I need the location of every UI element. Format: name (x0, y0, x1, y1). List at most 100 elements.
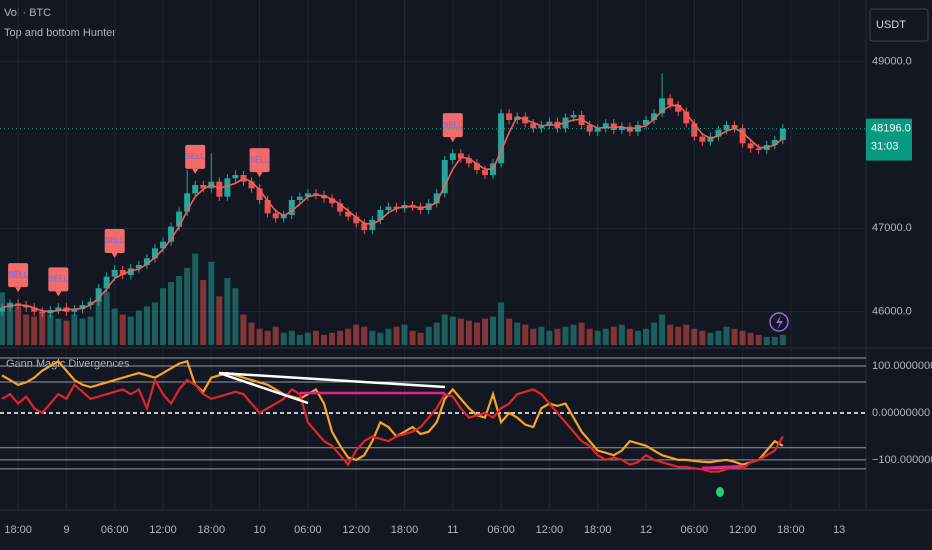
candle-body (192, 185, 199, 194)
volume-bar (659, 314, 666, 345)
signal-box (442, 113, 463, 138)
candle-body (345, 211, 352, 217)
volume-bar (779, 334, 786, 345)
candle-body (457, 153, 464, 159)
candle-body (594, 128, 601, 132)
x-tick-label: 12:00 (342, 524, 370, 536)
volume-bar (296, 334, 303, 345)
candle-body (441, 160, 448, 194)
volume-bar (345, 328, 352, 345)
signal-box (48, 267, 69, 292)
volume-bar (143, 306, 150, 345)
volume-bar (304, 332, 311, 345)
candle-body (393, 206, 400, 209)
volume-bar (473, 322, 480, 345)
candle-body (264, 200, 271, 214)
volume-bar (151, 302, 158, 345)
volume-bar (272, 326, 279, 345)
candle-body (699, 136, 706, 142)
candle-body (103, 276, 110, 289)
volume-bar (506, 318, 513, 345)
x-tick-label: 11 (447, 524, 458, 536)
candle-body (39, 311, 46, 314)
volume-bar (731, 328, 738, 345)
x-tick-label: 18:00 (4, 524, 32, 536)
candle-body (683, 111, 690, 124)
volume-bar (691, 328, 698, 345)
candle-body (143, 258, 150, 265)
volume-bar (723, 326, 730, 345)
candle-body (618, 126, 625, 130)
signal-box (249, 148, 270, 173)
volume-bar (755, 334, 762, 345)
x-tick-label: 12:00 (536, 524, 564, 536)
volume-bar (683, 324, 690, 345)
volume-bar (747, 332, 754, 345)
signal-box (8, 263, 29, 288)
candle-body (200, 185, 207, 189)
sell-signal: SELL (185, 152, 205, 161)
volume-bar (224, 278, 231, 345)
volume-bar (176, 276, 183, 345)
divergence-line (218, 371, 446, 389)
event-icon[interactable] (769, 312, 789, 332)
volume-bar (312, 330, 319, 345)
candle-body (329, 198, 336, 204)
currency-box[interactable] (869, 8, 929, 42)
volume-bar (449, 316, 456, 345)
candle-body (723, 125, 730, 130)
candle-body (168, 226, 175, 242)
volume-bar (490, 316, 497, 345)
volume-bar (618, 324, 625, 345)
volume-bar (0, 292, 5, 345)
volume-bar (643, 328, 649, 345)
volume-bar (200, 280, 207, 345)
candle-body (667, 98, 674, 105)
volume-bar (707, 332, 714, 345)
moving-average (1, 104, 784, 313)
candle-body (659, 98, 666, 114)
x-tick-label: 12:00 (729, 524, 757, 536)
candle-body (755, 148, 762, 150)
signal-pointer (55, 291, 62, 297)
candle-body (691, 123, 698, 137)
candle-body (586, 125, 593, 132)
x-tick-label: 9 (63, 524, 69, 536)
signal-pointer (111, 253, 118, 258)
volume-bar (546, 330, 553, 345)
volume-bar (465, 320, 472, 345)
volume-bar (554, 328, 561, 345)
last-price-box (866, 118, 912, 161)
last-price-label: 48196.0 (871, 123, 911, 135)
volume-label: Vol · BTC (4, 7, 51, 19)
volume-bar (248, 322, 255, 345)
candle-body (361, 223, 368, 230)
candle-body (449, 153, 456, 160)
candle-body (482, 170, 488, 175)
candle-body (353, 216, 360, 224)
volume-bar (409, 330, 416, 345)
x-tick-label: 12 (640, 524, 652, 536)
volume-bar (31, 316, 38, 345)
volume-bar (184, 267, 191, 345)
candle-body (304, 193, 311, 197)
volume-bar (401, 324, 408, 345)
candle-body (232, 175, 239, 179)
candle-body (417, 206, 424, 210)
currency: USDT (876, 19, 906, 31)
candle-body (248, 181, 255, 189)
signal-pointer (192, 168, 199, 174)
x-tick-label: 18:00 (198, 524, 226, 536)
x-tick-label: 10 (253, 524, 265, 536)
volume-bar (15, 306, 22, 345)
candle-body (176, 211, 183, 227)
volume-bar (280, 332, 287, 345)
oscillator-line (1, 359, 784, 466)
signal-pointer (15, 287, 22, 293)
x-tick-label: 06:00 (681, 524, 709, 536)
volume-bar (514, 322, 521, 345)
volume-bar (95, 296, 102, 345)
volume-bar (87, 316, 94, 345)
x-tick-label: 06:00 (487, 524, 515, 536)
candle-body (296, 196, 303, 200)
